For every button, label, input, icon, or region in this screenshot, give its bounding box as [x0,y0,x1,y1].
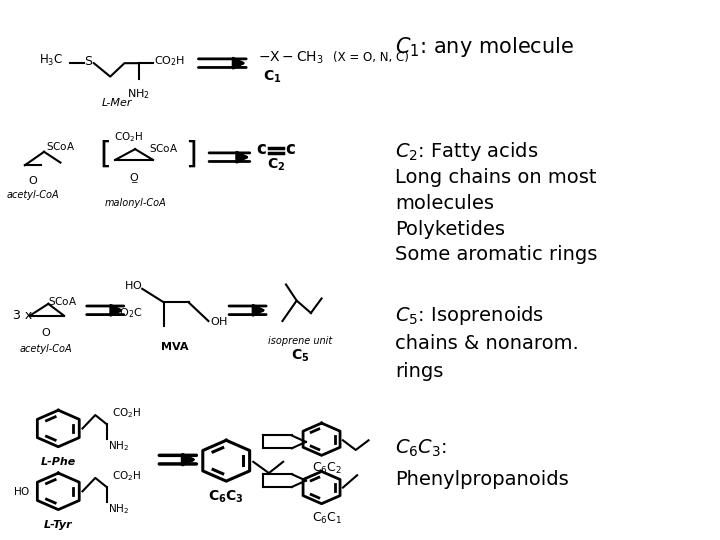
Text: MVA: MVA [161,342,188,352]
Text: $\mathbf{C_6C_3}$: $\mathbf{C_6C_3}$ [208,489,244,505]
Text: $\mathbf{C_1}$: $\mathbf{C_1}$ [264,69,282,85]
Text: $\mathrm{OH}$: $\mathrm{OH}$ [210,315,228,327]
Text: isoprene unit: isoprene unit [268,336,333,347]
Text: $\mathrm{HO}$: $\mathrm{HO}$ [13,485,30,497]
Text: $\mathrm{CO_2H}$: $\mathrm{CO_2H}$ [112,469,142,483]
Text: Polyketides: Polyketides [395,220,505,239]
Text: $\mathrm{SCoA}$: $\mathrm{SCoA}$ [46,140,76,152]
Text: $C_2$: Fatty acids: $C_2$: Fatty acids [395,140,539,163]
Text: 3 x: 3 x [13,309,32,322]
Text: acetyl-CoA: acetyl-CoA [7,190,60,200]
Text: $\mathrm{SCoA}$: $\mathrm{SCoA}$ [149,141,179,153]
Text: [: [ [99,140,111,169]
Text: acetyl-CoA: acetyl-CoA [20,344,73,354]
Text: $\mathrm{C_6C_2}$: $\mathrm{C_6C_2}$ [312,461,343,476]
Text: $\mathrm{O}$: $\mathrm{O}$ [129,171,139,183]
Text: $\mathrm{NH_2}$: $\mathrm{NH_2}$ [108,439,130,453]
Text: $\mathrm{SCoA}$: $\mathrm{SCoA}$ [48,295,78,307]
Text: $\mathrm{NH_2}$: $\mathrm{NH_2}$ [108,502,130,516]
Text: Some aromatic rings: Some aromatic rings [395,246,597,265]
Text: (X = O, N, C): (X = O, N, C) [333,51,409,64]
Text: $\mathrm{H_3C}$: $\mathrm{H_3C}$ [39,53,63,68]
Text: $\mathrm{NH_2}$: $\mathrm{NH_2}$ [127,87,150,101]
Text: $\mathrm{O}$: $\mathrm{O}$ [41,326,51,339]
Text: $\mathrm{HO}$: $\mathrm{HO}$ [124,279,143,291]
Text: $\mathrm{O}$: $\mathrm{O}$ [28,174,38,186]
Text: L-Tyr: L-Tyr [44,519,73,530]
Text: $\mathrm{-X-CH_3}$: $\mathrm{-X-CH_3}$ [258,50,324,66]
Text: $\mathrm{S}$: $\mathrm{S}$ [84,55,93,68]
Text: $^-$: $^-$ [129,179,139,192]
Text: $\mathrm{C_6C_1}$: $\mathrm{C_6C_1}$ [312,511,343,526]
Text: chains & nonarom.: chains & nonarom. [395,334,579,353]
Text: $C_5$: Isoprenoids: $C_5$: Isoprenoids [395,304,544,327]
Text: Phenylpropanoids: Phenylpropanoids [395,470,569,489]
Text: $\mathbf{C_5}$: $\mathbf{C_5}$ [291,348,310,364]
Text: $C_6C_3$:: $C_6C_3$: [395,438,447,459]
Text: malonyl-CoA: malonyl-CoA [104,198,166,208]
Text: $\mathbf{C_2}$: $\mathbf{C_2}$ [267,157,285,173]
Text: $C_1$: any molecule: $C_1$: any molecule [395,35,574,59]
Text: $\mathrm{CO_2H}$: $\mathrm{CO_2H}$ [112,407,142,420]
Text: $\mathbf{c}$: $\mathbf{c}$ [285,140,296,158]
Text: L-Phe: L-Phe [40,457,76,467]
Text: ]: ] [185,140,197,169]
Text: Long chains on most: Long chains on most [395,168,596,187]
Text: L-Mer: L-Mer [102,98,132,109]
Text: $\mathrm{CO_2H}$: $\mathrm{CO_2H}$ [114,130,143,144]
Text: molecules: molecules [395,194,494,213]
Text: $\mathrm{CO_2H}$: $\mathrm{CO_2H}$ [153,55,185,69]
Text: $\mathrm{HO_2C}$: $\mathrm{HO_2C}$ [111,306,143,320]
Text: $\mathbf{c}$: $\mathbf{c}$ [256,140,267,158]
Text: rings: rings [395,362,444,381]
